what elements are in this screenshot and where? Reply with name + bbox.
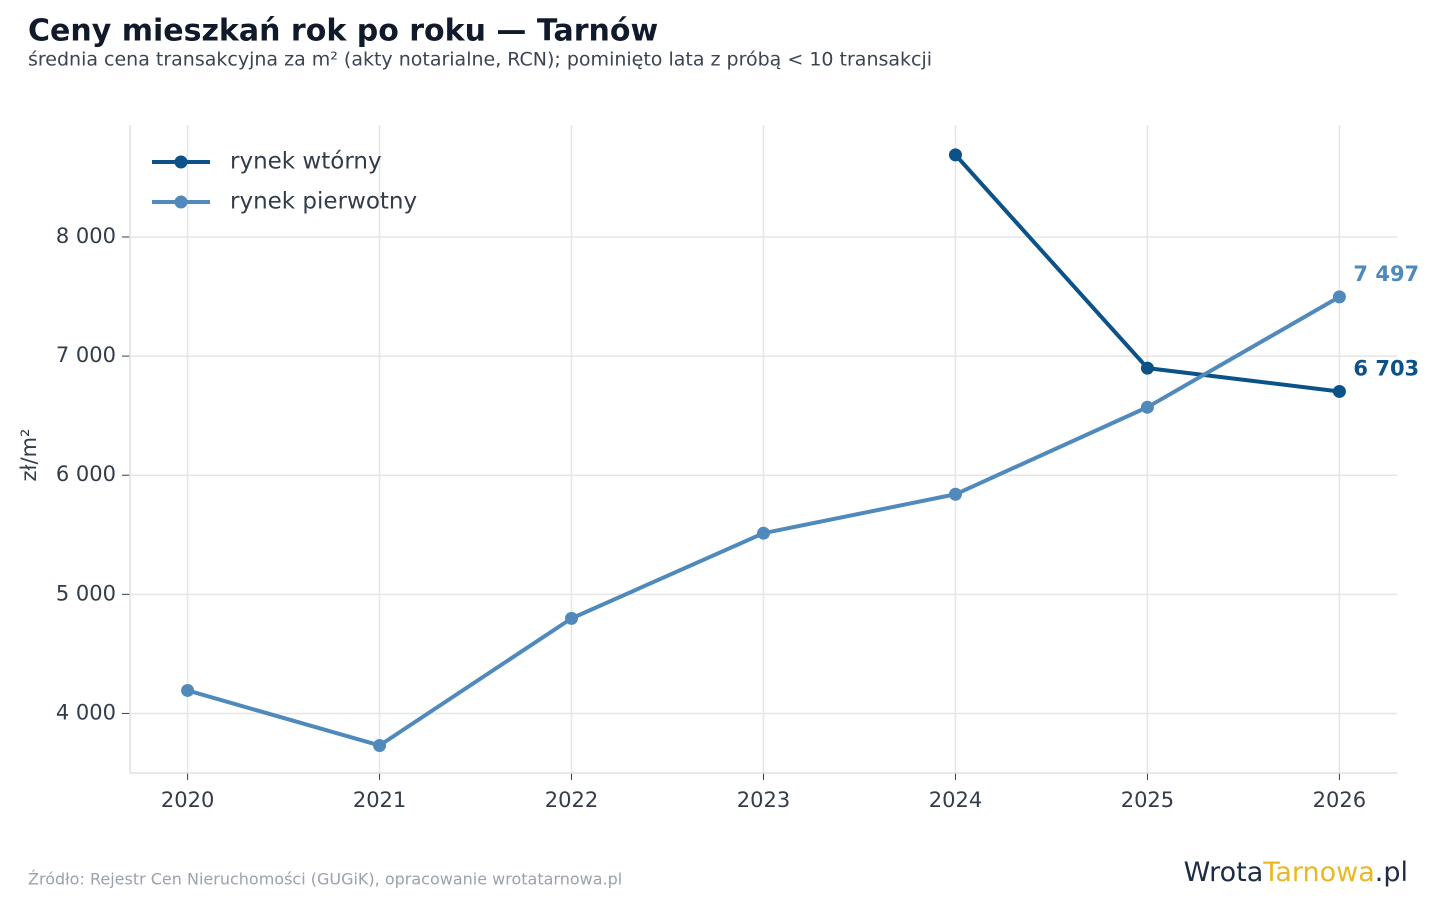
point: [565, 611, 579, 625]
chart-title: Ceny mieszkań rok po roku — Tarnów: [28, 14, 658, 49]
y-tick-label: 5 000: [56, 581, 116, 605]
point: [1332, 290, 1346, 304]
chart-subtitle: średnia cena transakcyjna za m² (akty no…: [28, 49, 932, 71]
point: [1332, 384, 1346, 398]
y-axis-label: zł/m²: [17, 429, 41, 482]
y-tick-label: 4 000: [56, 700, 116, 724]
legend-marker: [174, 195, 188, 209]
legend-label: rynek pierwotny: [230, 189, 417, 215]
x-tick-label: 2021: [353, 788, 406, 812]
y-tick-label: 7 000: [56, 343, 116, 367]
x-tick-label: 2022: [545, 788, 598, 812]
point: [948, 148, 962, 162]
logo: WrotaTarnowa.pl: [1184, 857, 1408, 888]
point: [948, 487, 962, 501]
value-label: 6 703: [1353, 356, 1419, 380]
x-tick-label: 2020: [161, 788, 214, 812]
y-tick-label: 8 000: [56, 224, 116, 248]
y-tick-label: 6 000: [56, 462, 116, 486]
legend-label: rynek wtórny: [230, 149, 382, 175]
point: [1140, 400, 1154, 414]
x-tick-label: 2023: [737, 788, 790, 812]
point: [373, 738, 387, 752]
point: [757, 526, 770, 540]
x-tick-label: 2025: [1121, 788, 1174, 812]
x-tick-label: 2026: [1313, 788, 1366, 812]
logo-part: Wrota: [1184, 857, 1264, 888]
legend-marker: [174, 155, 188, 169]
point: [1140, 361, 1154, 375]
source: Źródło: Rejestr Cen Nieruchomości (GUGiK…: [28, 870, 622, 889]
logo-part: Tarnowa: [1262, 857, 1374, 888]
logo-part: .pl: [1375, 857, 1408, 888]
value-label: 7 497: [1353, 262, 1419, 286]
x-tick-label: 2024: [929, 788, 982, 812]
point: [181, 683, 195, 697]
